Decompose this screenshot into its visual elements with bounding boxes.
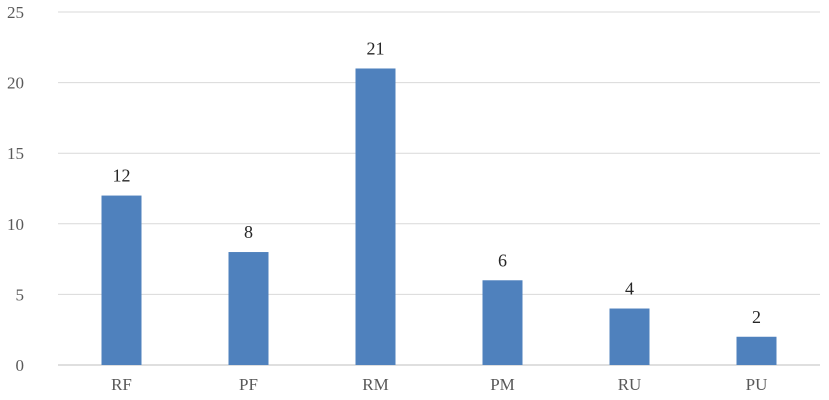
y-tick-label: 5 <box>16 285 25 304</box>
data-label-ru: 4 <box>625 279 634 299</box>
y-tick-label: 25 <box>7 3 24 22</box>
y-tick-label: 20 <box>7 74 24 93</box>
x-category-label: RM <box>362 375 388 394</box>
y-tick-label: 0 <box>16 356 25 375</box>
bar-pu <box>736 336 777 365</box>
bar-rm <box>355 68 396 365</box>
data-label-rm: 21 <box>367 38 385 58</box>
x-axis-categories: RF PF RM PM RU PU <box>111 375 767 394</box>
x-category-label: RU <box>618 375 642 394</box>
x-category-label: RF <box>111 375 132 394</box>
bar-ru <box>609 308 650 365</box>
data-label-pu: 2 <box>752 307 761 327</box>
x-category-label: PM <box>490 375 515 394</box>
y-tick-label: 15 <box>7 144 24 163</box>
x-category-label: PF <box>239 375 258 394</box>
data-label-pf: 8 <box>244 222 253 242</box>
gridlines <box>58 11 820 366</box>
y-tick-label: 10 <box>7 215 24 234</box>
bar-rf <box>101 195 142 365</box>
bar-pf <box>228 252 269 365</box>
data-label-pm: 6 <box>498 250 507 270</box>
bar-pm <box>482 280 523 365</box>
data-labels: 12 8 21 6 4 2 <box>113 38 762 326</box>
y-axis-ticks: 0 5 10 15 20 25 <box>7 3 24 375</box>
bars <box>101 68 777 365</box>
x-category-label: PU <box>746 375 768 394</box>
data-label-rf: 12 <box>113 166 131 186</box>
